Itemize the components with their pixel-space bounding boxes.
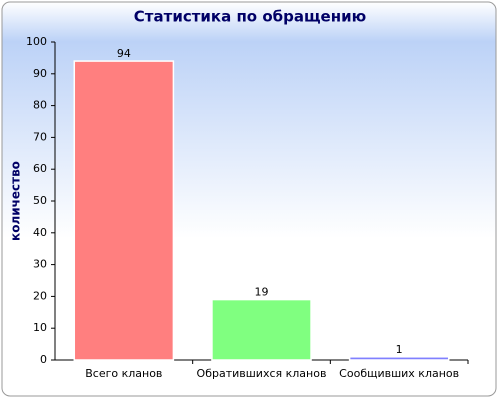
- bar: [73, 60, 175, 361]
- bar: [211, 298, 312, 361]
- y-tick-label: 30: [33, 258, 47, 271]
- x-tick-label: Обратившихся кланов: [197, 367, 327, 380]
- y-tick-label: 90: [33, 67, 47, 80]
- chart-title: Статистика по обращению: [134, 8, 366, 26]
- y-tick-label: 100: [26, 35, 47, 48]
- bar: [348, 356, 450, 361]
- value-label: 94: [117, 47, 131, 60]
- x-tick-label: Сообщивших кланов: [339, 367, 459, 380]
- value-label: 19: [255, 286, 269, 299]
- y-tick-label: 60: [33, 162, 47, 175]
- y-tick-label: 0: [40, 353, 47, 366]
- value-label: 1: [396, 343, 403, 356]
- x-tick-label: Всего кланов: [85, 367, 162, 380]
- y-tick-label: 50: [33, 194, 47, 207]
- y-tick-label: 20: [33, 289, 47, 302]
- y-tick-label: 40: [33, 226, 47, 239]
- y-tick-label: 70: [33, 130, 47, 143]
- y-tick-label: 80: [33, 99, 47, 112]
- y-axis-label: количество: [9, 161, 23, 241]
- y-tick-label: 10: [33, 321, 47, 334]
